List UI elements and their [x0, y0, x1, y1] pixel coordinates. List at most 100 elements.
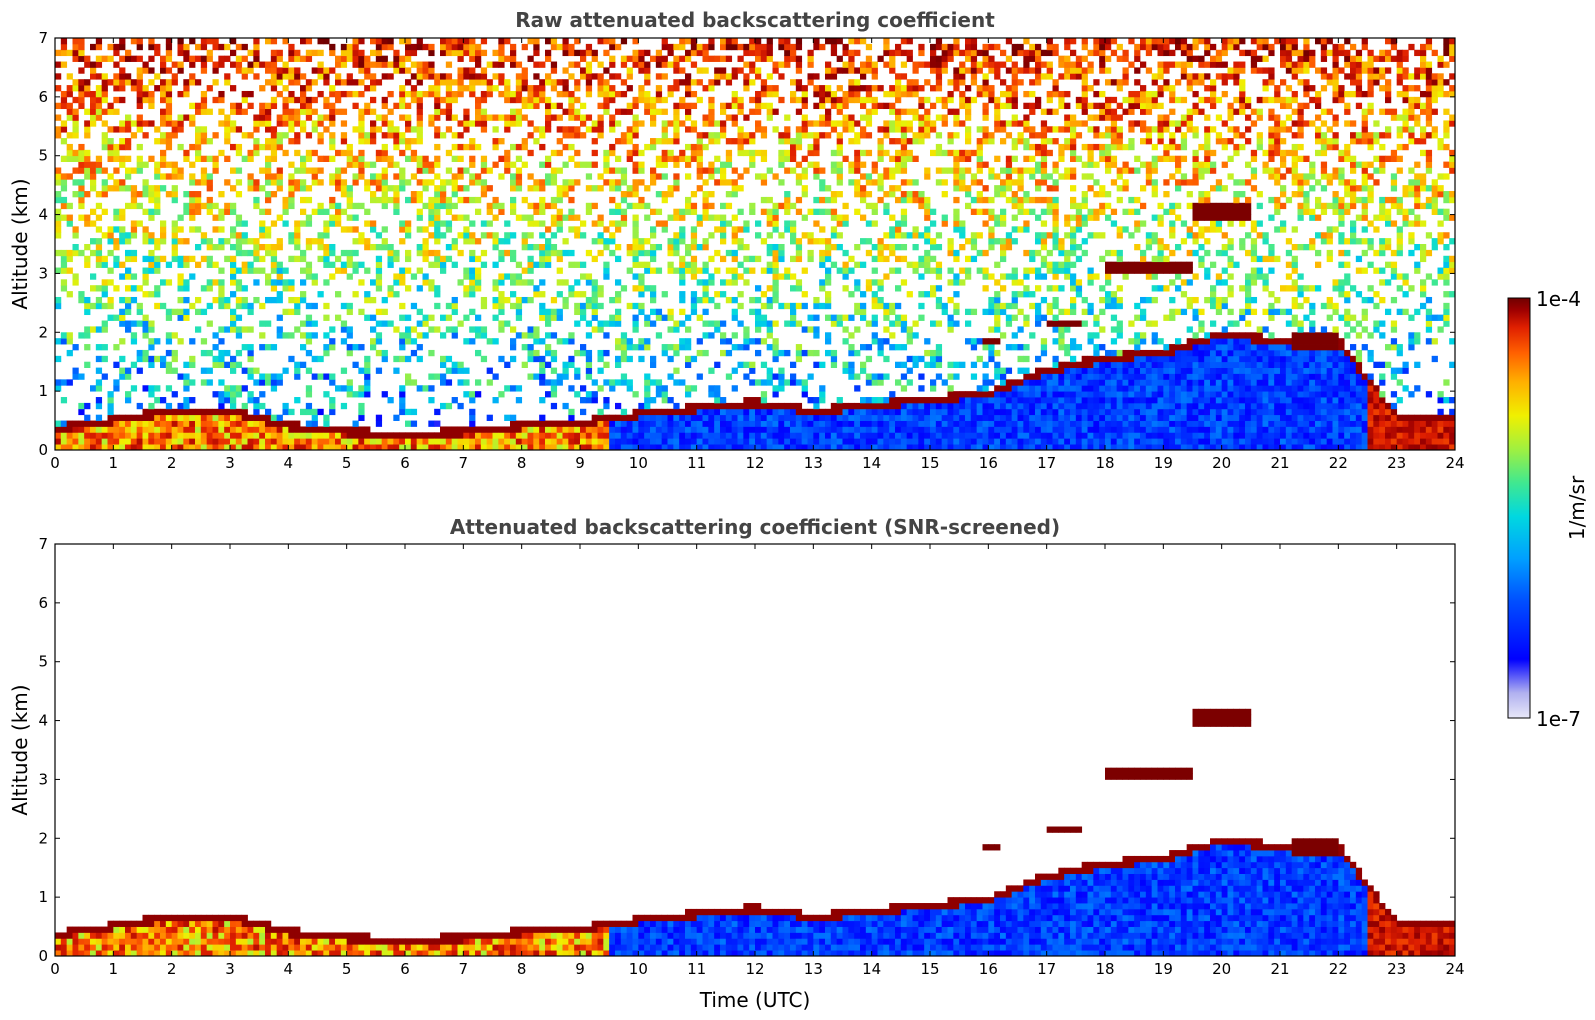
heatmap-cell [737, 173, 744, 180]
heatmap-cell [760, 155, 768, 162]
heatmap-cell [825, 132, 832, 139]
heatmap-cell [865, 149, 873, 157]
heatmap-cell [235, 332, 243, 339]
heatmap-cell [399, 85, 406, 92]
heatmap-cell [480, 426, 488, 433]
heatmap-cell [265, 196, 272, 204]
heatmap-cell [148, 232, 155, 239]
heatmap-cell [189, 338, 196, 345]
heatmap-cell [860, 302, 867, 310]
heatmap-cell [340, 208, 348, 215]
heatmap-cell [807, 438, 814, 445]
heatmap-cell [685, 108, 692, 115]
heatmap-cell [749, 38, 756, 45]
heatmap-cell [480, 438, 488, 445]
heatmap-cell [148, 438, 155, 445]
heatmap-cell [819, 408, 826, 416]
heatmap-cell [696, 414, 703, 421]
heatmap-cell [889, 173, 896, 180]
heatmap-cell [515, 214, 523, 221]
heatmap-cell [550, 61, 558, 68]
heatmap-cell [95, 402, 103, 410]
heatmap-cell [760, 338, 768, 345]
heatmap-cell [655, 49, 663, 57]
heatmap-cell [428, 438, 435, 445]
heatmap-cell [136, 308, 143, 316]
heatmap-cell [690, 155, 698, 162]
heatmap-cell [504, 444, 511, 450]
heatmap-cell [305, 102, 313, 110]
heatmap-cell [644, 414, 651, 421]
heatmap-cell [171, 167, 178, 174]
heatmap-cell [784, 38, 791, 45]
heatmap-cell [165, 279, 173, 286]
heatmap-cell [370, 444, 377, 450]
heatmap-cell [935, 285, 943, 292]
heatmap-cell [492, 61, 499, 68]
heatmap-cell [918, 402, 925, 410]
heatmap-cell [399, 355, 406, 363]
heatmap-cell [930, 238, 937, 245]
heatmap-cell [317, 120, 324, 127]
heatmap-cell [375, 367, 383, 374]
heatmap-cell [900, 85, 908, 92]
heatmap-cell [749, 61, 756, 68]
heatmap-cell [375, 273, 383, 280]
heatmap-cell [276, 326, 283, 333]
heatmap-cell [854, 79, 861, 86]
heatmap-cell [265, 438, 272, 445]
heatmap-cell [918, 232, 925, 239]
heatmap-cell [580, 161, 587, 168]
heatmap-cell [661, 196, 668, 204]
heatmap-cell [801, 96, 808, 104]
heatmap-cell [235, 126, 243, 133]
heatmap-cell [270, 426, 278, 433]
heatmap-cell [288, 55, 295, 62]
heatmap-cell [685, 155, 692, 162]
heatmap-cell [101, 432, 108, 439]
heatmap-cell [650, 120, 657, 127]
heatmap-cell [766, 285, 773, 292]
heatmap-cell [568, 73, 575, 80]
heatmap-cell [148, 444, 155, 450]
heatmap-cell [510, 208, 517, 215]
heatmap-cell [790, 273, 797, 280]
heatmap-cell [358, 444, 365, 450]
heatmap-cell [696, 349, 703, 357]
heatmap-cell [381, 43, 388, 51]
heatmap-cell [288, 79, 295, 86]
heatmap-cell [539, 196, 546, 204]
heatmap-cell [416, 120, 423, 127]
heatmap-cell [819, 226, 826, 233]
heatmap-cell [66, 349, 73, 357]
heatmap-cell [550, 367, 558, 374]
heatmap-cell [889, 120, 896, 127]
heatmap-cell [562, 426, 569, 433]
heatmap-cell [125, 273, 132, 280]
heatmap-cell [469, 444, 476, 450]
heatmap-cell [416, 179, 423, 186]
heatmap-cell [784, 420, 791, 427]
heatmap-cell [130, 202, 138, 210]
heatmap-cell [171, 185, 178, 192]
heatmap-cell [393, 208, 400, 215]
heatmap-cell [469, 138, 476, 145]
heatmap-cell [183, 402, 190, 410]
heatmap-cell [795, 279, 803, 286]
heatmap-cell [311, 173, 318, 180]
heatmap-cell [725, 373, 733, 380]
heatmap-cell [714, 408, 721, 416]
heatmap-cell [405, 255, 412, 263]
heatmap-cell [685, 361, 692, 368]
heatmap-cell [498, 308, 505, 316]
heatmap-cell [766, 55, 773, 62]
heatmap-cell [95, 432, 103, 439]
heatmap-cell [101, 132, 108, 139]
heatmap-cell [171, 220, 178, 227]
heatmap-cell [498, 43, 505, 51]
heatmap-cell [702, 114, 709, 121]
heatmap-cell [650, 397, 657, 404]
heatmap-cell [609, 149, 616, 157]
heatmap-cell [673, 420, 680, 427]
heatmap-cell [743, 132, 750, 139]
